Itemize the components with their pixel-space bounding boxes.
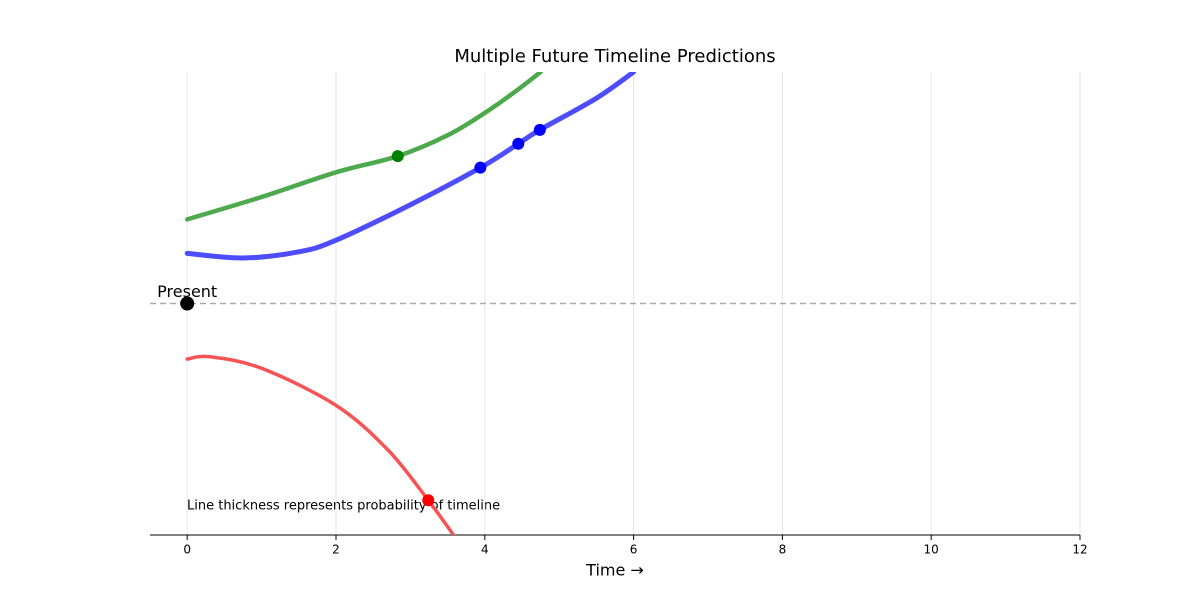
x-tick-label: 10 [924,543,939,557]
lines [184,72,637,535]
timeline [184,72,637,261]
x-tick-label: 8 [779,543,787,557]
timeline [184,72,543,222]
x-tick-label: 2 [332,543,340,557]
event-point [391,150,404,163]
x-axis-label: Time → [585,561,644,580]
event-point [422,494,435,507]
x-tick-label: 12 [1072,543,1087,557]
x-tick-label: 6 [630,543,638,557]
chart-title: Multiple Future Timeline Predictions [454,46,775,67]
present-point [180,296,195,311]
x-tick-label: 0 [183,543,191,557]
event-point [512,137,525,150]
annotation: Line thickness represents probability of… [187,499,500,514]
x-tick-label: 4 [481,543,489,557]
event-point [474,161,487,174]
event-point [533,123,546,136]
present-label: Present [157,282,217,301]
